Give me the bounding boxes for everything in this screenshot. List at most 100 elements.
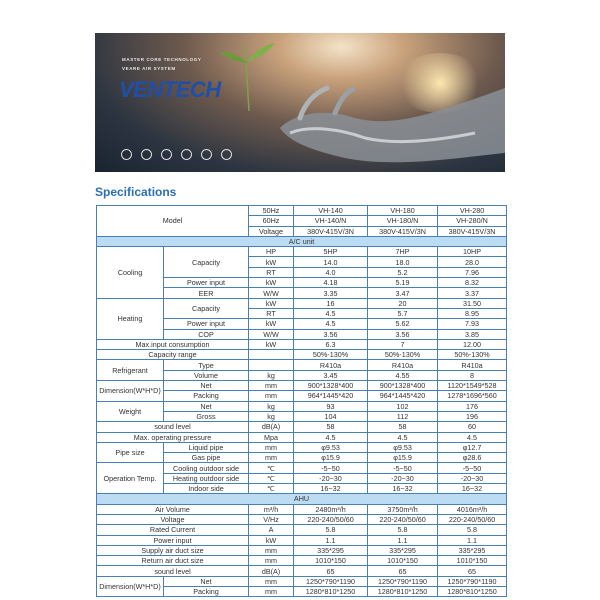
unit-cell: RT (248, 266, 295, 279)
table-row: Packing mm 1280*810*1250 1280*810*1250 1280*… (97, 585, 508, 598)
value-cell: 4.18 (293, 277, 369, 289)
row-sub-label: Power input (162, 318, 250, 330)
value-cell: 964*1445*420 (367, 390, 439, 402)
value-cell: 50%-130% (367, 349, 439, 361)
unit-cell: kW (248, 338, 295, 351)
value-cell: 18.0 (367, 256, 439, 268)
value-cell: 102 (367, 400, 439, 412)
value-cell: 1.1 (367, 534, 439, 546)
value-cell: 7.93 (437, 318, 508, 330)
value-cell: 112 (367, 410, 439, 423)
row-group-label: Dimension(W*H*D) (96, 575, 164, 598)
unit-cell: dB(A) (248, 565, 295, 577)
unit-cell: W/W (248, 287, 295, 299)
value-cell: 1280*810*1250 (293, 585, 369, 598)
value-cell: 220-240/50/60 (437, 513, 508, 526)
value-cell: 1250*790*1190 (293, 575, 369, 587)
value-cell: 8.32 (437, 277, 508, 289)
table-row: Heating outdoor side ℃ -20~30 -20~30 -20~30 (97, 472, 508, 485)
value-cell: 104 (293, 410, 369, 423)
unit-cell: mm (248, 380, 295, 392)
unit-cell: 60Hz (248, 215, 295, 227)
feature-icon (201, 149, 212, 160)
value-cell: 5HP (293, 246, 369, 258)
value-cell: 1278*1696*560 (437, 390, 508, 402)
value-cell: 335*295 (293, 544, 369, 557)
row-sub-label: Net (162, 400, 250, 412)
row-sub-label: COP (162, 328, 250, 340)
value-cell: φ15.9 (367, 452, 439, 464)
value-cell: 900*1328*400 (367, 380, 439, 392)
row-group-label: sound level (95, 421, 250, 433)
value-cell: 14.0 (293, 256, 369, 268)
value-cell: φ15.9 (293, 452, 369, 464)
row-sub-label: Gross (162, 410, 250, 423)
row-group-label: Pipe size (96, 441, 164, 464)
value-cell: -20~30 (437, 472, 508, 485)
value-cell: 31.50 (437, 297, 508, 309)
value-cell: VH-280 (437, 204, 508, 217)
value-cell: VH-280/N (437, 215, 508, 227)
row-sub-label: Heating outdoor side (162, 472, 250, 485)
value-cell: 3.37 (437, 287, 508, 299)
table-row: Cooling Capacity HP 5HP 7HP 10HP (96, 246, 508, 299)
row-group-label: Operation Temp. (96, 462, 164, 495)
value-cell: 3.56 (293, 328, 369, 340)
unit-cell: kW (248, 534, 295, 546)
value-cell: 50%-130% (293, 349, 369, 361)
tagline-air-system: VEARE AIR SYSTEM (122, 66, 176, 71)
value-cell: 380V-415V/3N (367, 225, 439, 237)
value-cell: 335*295 (367, 544, 439, 557)
row-group-label: Refrigerant (96, 359, 164, 382)
value-cell: 196 (437, 410, 508, 423)
table-row: Air Volume m³/h 2480m³/h 3750m³/h 4016m³/h (95, 503, 508, 515)
value-cell: 1010*150 (293, 555, 369, 567)
row-sub-label: Net (162, 380, 250, 392)
value-cell: 1010*150 (367, 555, 439, 567)
value-cell: 4.5 (293, 431, 369, 443)
table-row: Model 50Hz VH-140 VH-180 VH-280 (95, 204, 508, 237)
value-cell: 5.62 (367, 318, 439, 330)
table-row: Return air duct size mm 1010*150 1010*150 10… (95, 555, 508, 567)
value-cell: 60 (437, 421, 508, 433)
value-cell: -20~30 (367, 472, 439, 485)
value-cell: R410a (437, 359, 508, 371)
table-row: sound level dB(A) 58 58 60 (95, 421, 508, 433)
tagline-master-core: MASTER CORE TECHNOLOGY (122, 57, 202, 62)
value-cell: 7.96 (437, 266, 508, 279)
value-cell: 1120*1549*528 (437, 380, 508, 392)
table-row: Dimension(W*H*D) Net mm 900*1328*400 900*132… (96, 380, 508, 402)
value-cell: 1280*810*1250 (367, 585, 439, 598)
value-cell: 6.3 (293, 338, 369, 351)
value-cell: VH-180/N (367, 215, 439, 227)
value-cell: -5~50 (293, 462, 369, 474)
table-row: Capacity range 50%-130% 50%-130% 50%-130% (95, 349, 508, 361)
table-row: A/C unit (95, 235, 508, 248)
unit-cell: ℃ (248, 472, 295, 485)
feature-icon (141, 149, 152, 160)
unit-cell: kW (248, 277, 295, 289)
value-cell: 220-240/50/60 (367, 513, 439, 526)
unit-cell (248, 349, 295, 361)
unit-cell: mm (248, 555, 295, 567)
unit-cell: W/W (248, 328, 295, 340)
row-sub-label: Volume (162, 369, 250, 382)
row-group-label: Cooling (96, 246, 164, 299)
row-sub-label: Capacity (162, 297, 250, 320)
row-group-label: Model (95, 205, 250, 237)
value-cell: 16 (293, 297, 369, 309)
row-group-label: Max.input consumption (95, 338, 250, 351)
value-cell: 5.8 (437, 524, 508, 536)
value-cell: 964*1445*420 (293, 390, 369, 402)
row-sub-label: Net (162, 575, 250, 587)
value-cell: 5.2 (367, 266, 439, 279)
value-cell: 8.95 (437, 307, 508, 320)
value-cell: 7 (367, 338, 439, 351)
row-sub-label: EER (162, 287, 250, 299)
unit-cell: kg (248, 410, 295, 423)
unit-cell: A (248, 524, 295, 536)
unit-cell: Mpa (248, 431, 295, 443)
unit-cell: V/Hz (248, 513, 295, 526)
page-title: Specifications (95, 185, 177, 199)
value-cell: 28.0 (437, 256, 508, 268)
